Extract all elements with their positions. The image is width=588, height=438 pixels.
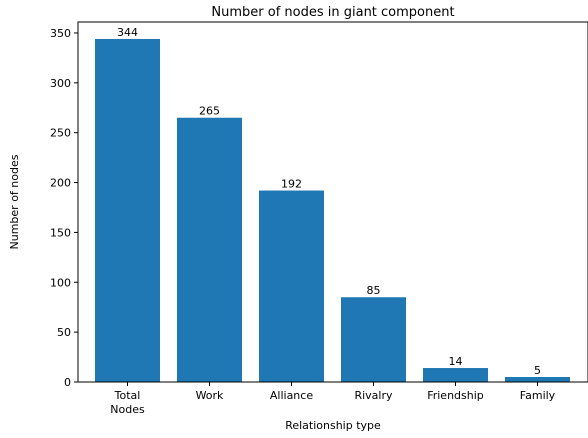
y-axis-ticks: 0 50 100 150 200 250 300 350 xyxy=(50,27,78,389)
y-tick-label: 350 xyxy=(50,27,71,40)
bar xyxy=(505,377,570,382)
bar-value-label: 192 xyxy=(281,178,302,191)
x-tick-label: Alliance xyxy=(270,389,313,402)
bar xyxy=(423,368,488,382)
x-tick-label: Friendship xyxy=(427,389,484,402)
bar-value-label: 5 xyxy=(534,364,541,377)
bar xyxy=(341,297,406,382)
bars-group xyxy=(95,38,570,382)
data-labels-group: 344 265 192 85 14 5 xyxy=(117,26,541,377)
bar xyxy=(95,38,160,382)
y-tick-label: 100 xyxy=(50,276,71,289)
x-tick-label: Work xyxy=(196,389,224,402)
y-tick-label: 50 xyxy=(57,326,71,339)
y-axis-label: Number of nodes xyxy=(8,154,21,249)
y-tick-label: 0 xyxy=(64,376,71,389)
x-tick-label: Rivalry xyxy=(354,389,393,402)
bar xyxy=(259,190,324,382)
x-axis-label: Relationship type xyxy=(285,419,381,432)
y-tick-label: 150 xyxy=(50,226,71,239)
plot-frame xyxy=(77,21,588,383)
y-tick-label: 200 xyxy=(50,177,71,190)
bar-value-label: 14 xyxy=(449,355,463,368)
y-tick-label: 300 xyxy=(50,77,71,90)
x-tick-label: Family xyxy=(520,389,556,402)
bar-value-label: 344 xyxy=(117,26,138,39)
bar-value-label: 265 xyxy=(199,105,220,118)
bar xyxy=(177,117,242,382)
chart-title: Number of nodes in giant component xyxy=(211,5,454,20)
y-tick-label: 250 xyxy=(50,127,71,140)
x-tick-label: Total Nodes xyxy=(110,389,145,416)
x-axis-ticks: Total Nodes Work Alliance Rivalry Friendship F… xyxy=(110,382,556,416)
bar-value-label: 85 xyxy=(367,284,381,297)
